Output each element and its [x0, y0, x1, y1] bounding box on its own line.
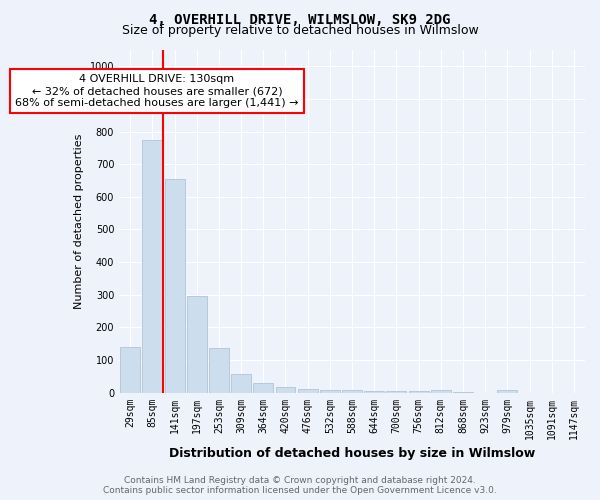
Bar: [209, 348, 229, 393]
Bar: [231, 374, 251, 392]
Bar: [275, 387, 295, 392]
Bar: [364, 390, 384, 392]
Bar: [187, 296, 207, 392]
Bar: [253, 383, 273, 392]
Bar: [164, 179, 185, 392]
Bar: [342, 390, 362, 392]
Bar: [431, 390, 451, 392]
Bar: [320, 390, 340, 392]
Bar: [142, 140, 163, 392]
X-axis label: Distribution of detached houses by size in Wilmslow: Distribution of detached houses by size …: [169, 447, 535, 460]
Text: Size of property relative to detached houses in Wilmslow: Size of property relative to detached ho…: [122, 24, 478, 37]
Text: Contains HM Land Registry data © Crown copyright and database right 2024.
Contai: Contains HM Land Registry data © Crown c…: [103, 476, 497, 495]
Y-axis label: Number of detached properties: Number of detached properties: [74, 134, 84, 309]
Bar: [497, 390, 517, 392]
Text: 4 OVERHILL DRIVE: 130sqm  
← 32% of detached houses are smaller (672)
68% of sem: 4 OVERHILL DRIVE: 130sqm ← 32% of detach…: [15, 74, 299, 108]
Bar: [386, 391, 406, 392]
Text: 4, OVERHILL DRIVE, WILMSLOW, SK9 2DG: 4, OVERHILL DRIVE, WILMSLOW, SK9 2DG: [149, 12, 451, 26]
Bar: [120, 347, 140, 393]
Bar: [298, 390, 317, 392]
